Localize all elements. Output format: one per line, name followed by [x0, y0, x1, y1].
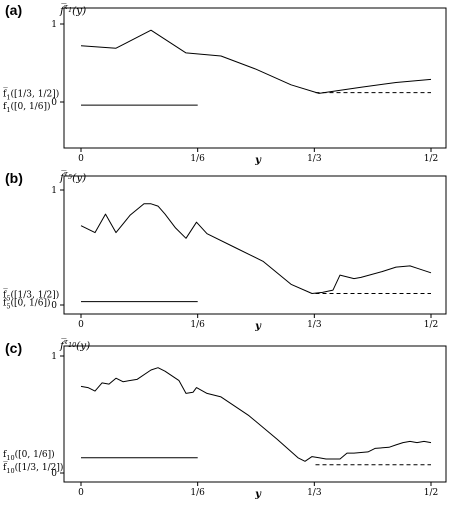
y-axis-label: f̅τ10(y)	[59, 337, 90, 352]
plot-frame	[63, 175, 447, 315]
y-tick-label: 1	[51, 186, 57, 196]
panel-letter: (a)	[5, 2, 22, 18]
y-tick-label: 0	[51, 301, 57, 311]
x-axis-label: y	[254, 489, 262, 500]
panel-letter: (b)	[5, 170, 23, 186]
x-tick-label: 1/3	[307, 154, 322, 164]
annotation-label: f5([0, 1/6])	[3, 298, 50, 311]
series-line-1	[80, 203, 432, 294]
x-tick-label: 1/2	[424, 154, 438, 164]
annotation-label: f10([0, 1/6])	[3, 449, 55, 462]
panel-3: (c) 0 1 0 1/6 1/3 1/2 y f̅τ10(y) f10([0, 1/6])f̅1…	[3, 337, 447, 500]
x-tick-label: 1/3	[307, 488, 322, 498]
series-line-1	[80, 29, 432, 94]
y-tick-label: 1	[51, 20, 57, 30]
x-tick-label: 0	[78, 488, 84, 498]
y-tick-label: 0	[51, 98, 57, 108]
x-tick-label: 0	[78, 320, 84, 330]
x-axis-label: y	[254, 155, 262, 166]
x-tick-label: 0	[78, 154, 84, 164]
y-axis-label: f̅τ5(y)	[59, 169, 86, 184]
x-tick-label: 1/6	[190, 154, 205, 164]
y-tick-label: 1	[51, 352, 57, 362]
x-tick-label: 1/2	[424, 320, 438, 330]
x-tick-label: 1/6	[190, 320, 205, 330]
x-tick-label: 1/6	[190, 488, 205, 498]
panel-1: (a) 0 1 0 1/6 1/3 1/2 y f̅τ1(y) f̅1([1/3, 1/2])f1…	[3, 2, 447, 166]
x-axis-label: y	[254, 321, 262, 332]
panel-2: (b) 0 1 0 1/6 1/3 1/2 y f̅τ5(y) f̅5([1/3, 1/2])f5…	[3, 169, 447, 332]
y-axis-label: f̅τ1(y)	[59, 2, 86, 17]
plot-frame	[63, 345, 447, 483]
x-tick-label: 1/2	[424, 488, 438, 498]
plot-frame	[63, 7, 447, 149]
panel-letter: (c)	[5, 340, 22, 356]
annotation-label: f̅10([1/3, 1/2])	[3, 461, 64, 475]
series-line-1	[80, 367, 432, 462]
annotation-label: f̅1([1/3, 1/2])	[3, 88, 60, 102]
annotation-label: f̅5([1/3, 1/2])	[3, 289, 60, 303]
annotation-label: f1([0, 1/6])	[3, 101, 50, 114]
x-tick-label: 1/3	[307, 320, 322, 330]
y-tick-label: 0	[51, 469, 57, 479]
